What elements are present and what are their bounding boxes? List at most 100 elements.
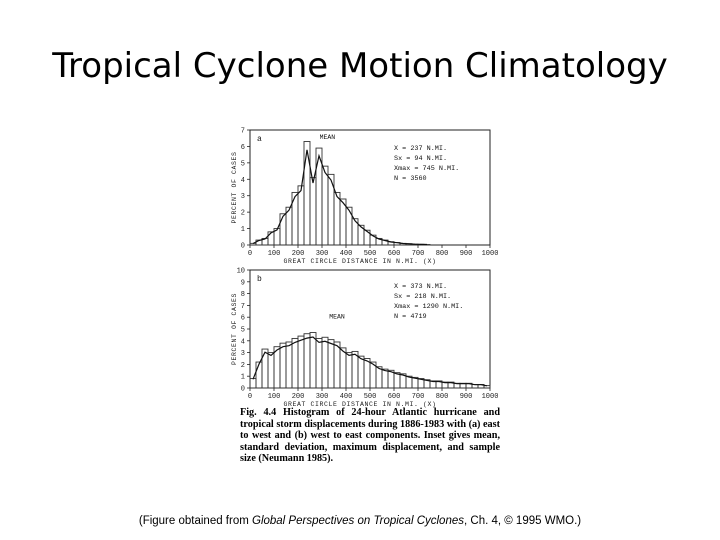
- histogram-bar: [321, 336, 329, 389]
- x-tick-label: 700: [412, 250, 425, 258]
- stats-inset-line: X = 373 N.MI.: [394, 283, 447, 291]
- panel-letter: a: [257, 135, 262, 144]
- x-tick-label: 1000: [482, 393, 498, 401]
- x-tick-label: 300: [316, 393, 329, 401]
- histogram-bar: [297, 185, 305, 246]
- stats-inset-line: Sx = 218 N.MI.: [394, 293, 451, 301]
- x-tick-label: 800: [436, 393, 449, 401]
- y-axis-label: PERCENT OF CASES: [231, 151, 238, 223]
- x-tick-label: 1000: [482, 250, 498, 258]
- x-tick-label: 300: [316, 250, 329, 258]
- x-tick-label: 700: [412, 393, 425, 401]
- histogram-bar: [279, 342, 287, 389]
- x-tick-label: 200: [292, 393, 305, 401]
- histogram-bar: [309, 177, 317, 246]
- stats-inset-line: Xmax = 1290 N.MI.: [394, 303, 463, 311]
- panel-letter: b: [257, 275, 262, 284]
- y-tick-label: 0: [241, 243, 245, 251]
- histogram-bar: [333, 191, 341, 246]
- curve-label-mean: MEAN: [329, 313, 345, 320]
- x-axis-label: GREAT CIRCLE DISTANCE IN N.MI. (X): [283, 258, 436, 265]
- histogram-bar: [273, 346, 281, 389]
- y-tick-label: 3: [241, 350, 245, 358]
- y-tick-label: 7: [241, 303, 245, 311]
- figure-caption: Fig. 4.4 Histogram of 24-hour Atlantic h…: [240, 407, 500, 465]
- histogram-bar: [303, 333, 311, 389]
- x-tick-label: 100: [268, 250, 281, 258]
- slide-title: Tropical Cyclone Motion Climatology: [52, 46, 668, 86]
- histogram-bar: [351, 350, 359, 389]
- histogram-bar: [279, 213, 287, 246]
- x-axis-label: GREAT CIRCLE DISTANCE IN N.MI. (X): [283, 401, 436, 408]
- citation-prefix: (Figure obtained from: [138, 515, 252, 527]
- scanned-figure: 0 1 2 3 4 5 6 7 0 100 200 300 400 500 600 700 800 900 1000…: [228, 120, 500, 490]
- stats-inset-line: Sx = 94 N.MI.: [394, 155, 447, 163]
- histogram-bar: [357, 355, 365, 389]
- histogram-bar: [291, 337, 299, 389]
- y-tick-label: 4: [241, 177, 245, 185]
- x-tick-label: 600: [388, 250, 401, 258]
- y-tick-label: 4: [241, 338, 245, 346]
- histogram-bar: [327, 339, 335, 389]
- stats-inset-line: N = 3560: [394, 175, 427, 183]
- footer-citation: (Figure obtained from Global Perspective…: [0, 515, 720, 527]
- histogram-bar: [381, 368, 389, 389]
- histogram-bar: [309, 332, 317, 389]
- histogram-bar: [249, 242, 257, 246]
- x-tick-label: 900: [460, 393, 473, 401]
- histogram-bar: [285, 341, 293, 389]
- histogram-bar: [261, 348, 269, 389]
- y-tick-label: 6: [241, 315, 245, 323]
- histogram-bar: [333, 341, 341, 389]
- y-tick-label: 1: [241, 374, 245, 382]
- histogram-bar: [267, 231, 275, 246]
- x-tick-label: 900: [460, 250, 473, 258]
- y-tick-label: 8: [241, 291, 245, 299]
- histogram-bar: [297, 335, 305, 389]
- y-tick-label: 3: [241, 193, 245, 201]
- y-tick-label: 0: [241, 386, 245, 394]
- x-tick-label: 500: [364, 393, 377, 401]
- y-tick-label: 2: [241, 362, 245, 370]
- histogram-bar: [249, 378, 257, 389]
- x-tick-label: 600: [388, 393, 401, 401]
- y-tick-label: 2: [241, 210, 245, 218]
- x-tick-label: 0: [248, 250, 252, 258]
- histogram-bar: [255, 361, 263, 389]
- stats-inset-line: X = 237 N.MI.: [394, 145, 447, 153]
- y-tick-label: 10: [237, 268, 245, 276]
- histogram-bar: [267, 352, 275, 389]
- citation-suffix: , Ch. 4, © 1995 WMO.): [464, 515, 582, 527]
- y-tick-label: 9: [241, 279, 245, 287]
- fitted-curve: [252, 149, 428, 246]
- y-tick-label: 1: [241, 226, 245, 234]
- y-tick-label: 7: [241, 128, 245, 136]
- histogram-bar: [345, 352, 353, 389]
- x-tick-label: 500: [364, 250, 377, 258]
- histogram-bar: [315, 337, 323, 389]
- x-tick-label: 400: [340, 250, 353, 258]
- histogram-bar: [393, 372, 401, 389]
- y-tick-label: 6: [241, 144, 245, 152]
- stats-inset-line: N = 4719: [394, 313, 427, 321]
- histogram-bar: [375, 366, 383, 389]
- x-tick-label: 400: [340, 393, 353, 401]
- histogram-bar: [363, 358, 371, 389]
- x-tick-label: 800: [436, 250, 449, 258]
- caption-text: Histogram of 24-hour Atlantic hurricane …: [240, 407, 501, 465]
- fitted-curve: [252, 336, 488, 387]
- histogram-bar: [321, 165, 329, 246]
- stats-inset-line: Xmax = 745 N.MI.: [394, 165, 459, 173]
- y-tick-label: 5: [241, 327, 245, 335]
- x-tick-label: 200: [292, 250, 305, 258]
- histogram-bar: [303, 141, 311, 246]
- histogram-bar: [339, 347, 347, 389]
- x-tick-label: 100: [268, 393, 281, 401]
- y-axis-label: PERCENT OF CASES: [231, 293, 238, 365]
- x-tick-label: 0: [248, 393, 252, 401]
- curve-label-mean: MEAN: [320, 134, 336, 141]
- citation-book-title: Global Perspectives on Tropical Cyclones: [252, 515, 464, 527]
- caption-label: Fig. 4.4: [240, 407, 277, 418]
- y-tick-label: 5: [241, 160, 245, 168]
